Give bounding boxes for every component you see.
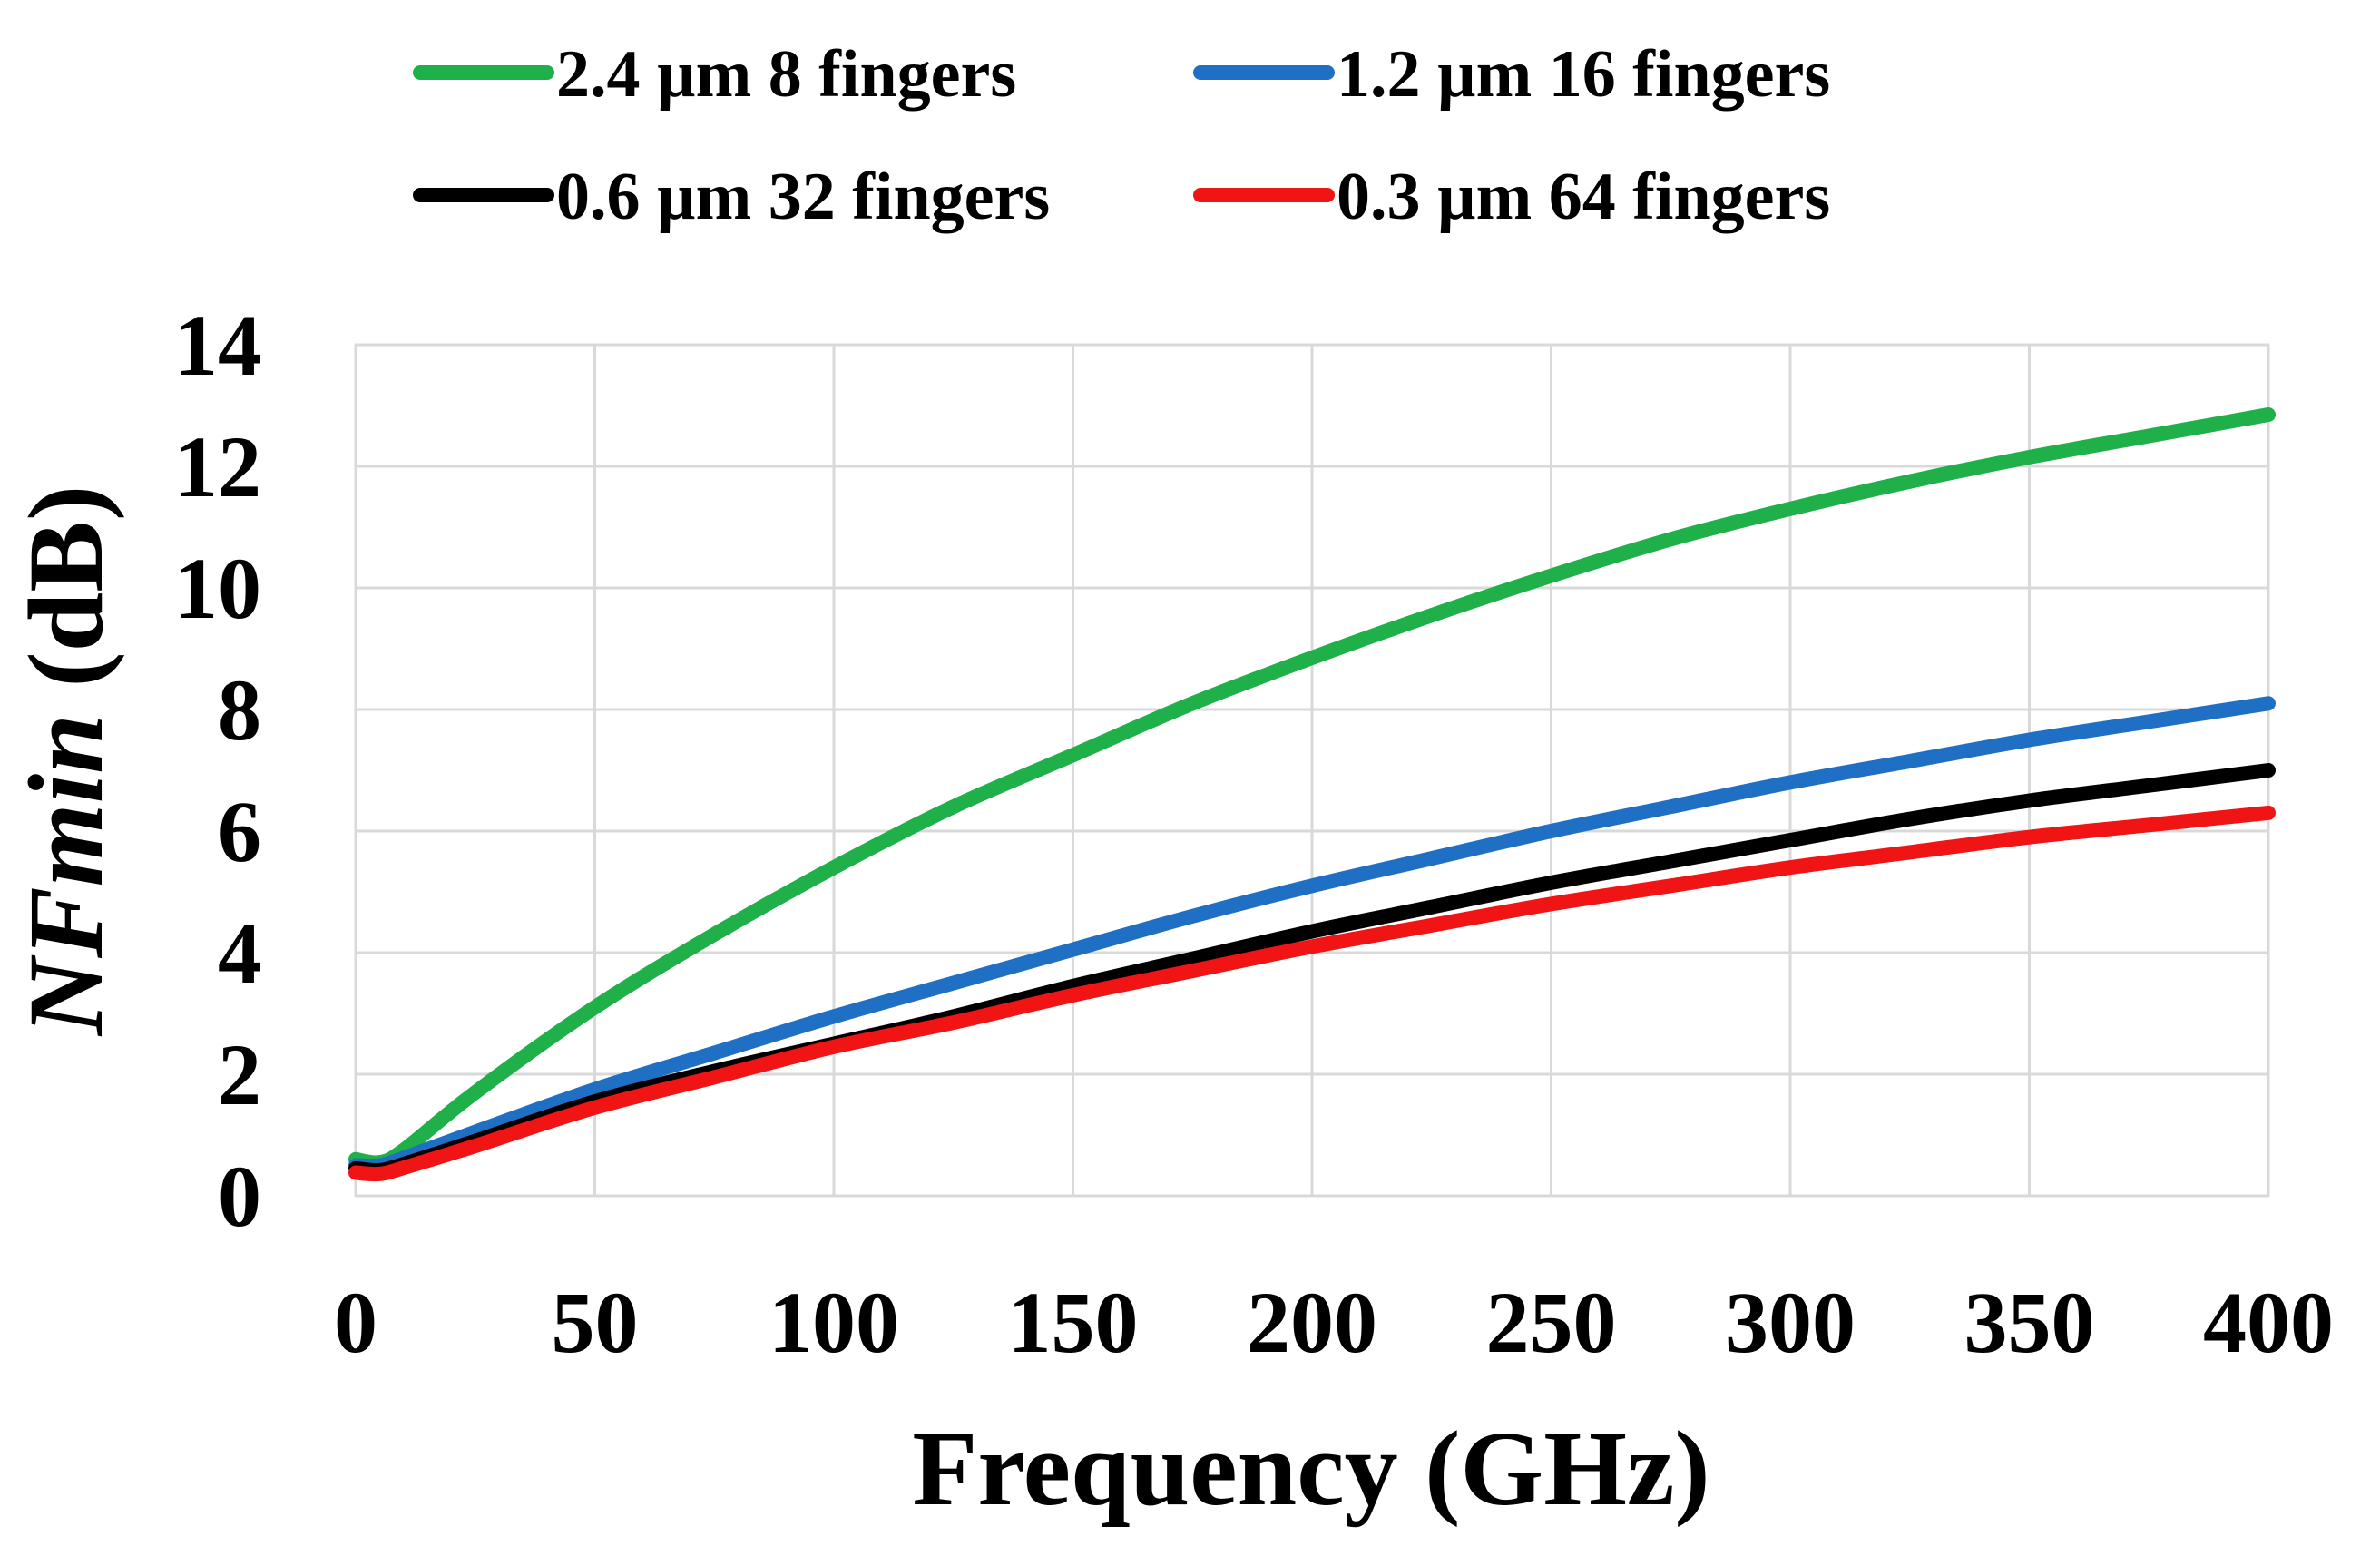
x-axis-ticks: 0 50 100 150 200 250 300 350 400 — [334, 1274, 2334, 1371]
x-tick-label: 0 — [334, 1274, 377, 1371]
y-axis-title: NFmin (dB) — [6, 485, 125, 1038]
x-tick-label: 100 — [769, 1274, 899, 1371]
y-tick-label: 2 — [218, 1026, 261, 1123]
series-line-1 — [348, 407, 2276, 1170]
x-axis-title: Frequency (GHz) — [912, 1409, 1709, 1528]
y-tick-label: 10 — [174, 540, 261, 637]
y-tick-label: 6 — [218, 783, 261, 880]
x-tick-label: 50 — [552, 1274, 639, 1371]
x-tick-label: 150 — [1008, 1274, 1139, 1371]
legend: 2.4 µm 8 fingers 1.2 µm 16 fingers 0.6 µm … — [413, 37, 1830, 234]
y-tick-label: 8 — [218, 661, 261, 758]
y-tick-label: 0 — [218, 1148, 261, 1245]
legend-label: 2.4 µm 8 fingers — [556, 37, 1016, 112]
y-tick-label: 14 — [174, 297, 261, 394]
y-axis-title-quantity: NFmin — [6, 714, 125, 1037]
x-tick-label: 400 — [2203, 1274, 2334, 1371]
x-tick-label: 300 — [1725, 1274, 1856, 1371]
y-tick-label: 12 — [174, 418, 261, 515]
x-tick-label: 350 — [1964, 1274, 2095, 1371]
x-tick-label: 200 — [1247, 1274, 1377, 1371]
y-tick-label: 4 — [218, 905, 261, 1002]
y-axis-ticks: 0 2 4 6 8 10 12 14 — [174, 297, 261, 1245]
series-line-4 — [348, 805, 2276, 1182]
series-lines — [348, 407, 2276, 1182]
x-tick-label: 250 — [1486, 1274, 1617, 1371]
legend-label: 1.2 µm 16 fingers — [1337, 37, 1830, 112]
y-axis-title-unit: (dB) — [6, 485, 125, 714]
series-line-2 — [348, 696, 2276, 1174]
legend-label: 0.3 µm 64 fingers — [1337, 160, 1830, 234]
legend-label: 0.6 µm 32 fingers — [556, 160, 1050, 234]
